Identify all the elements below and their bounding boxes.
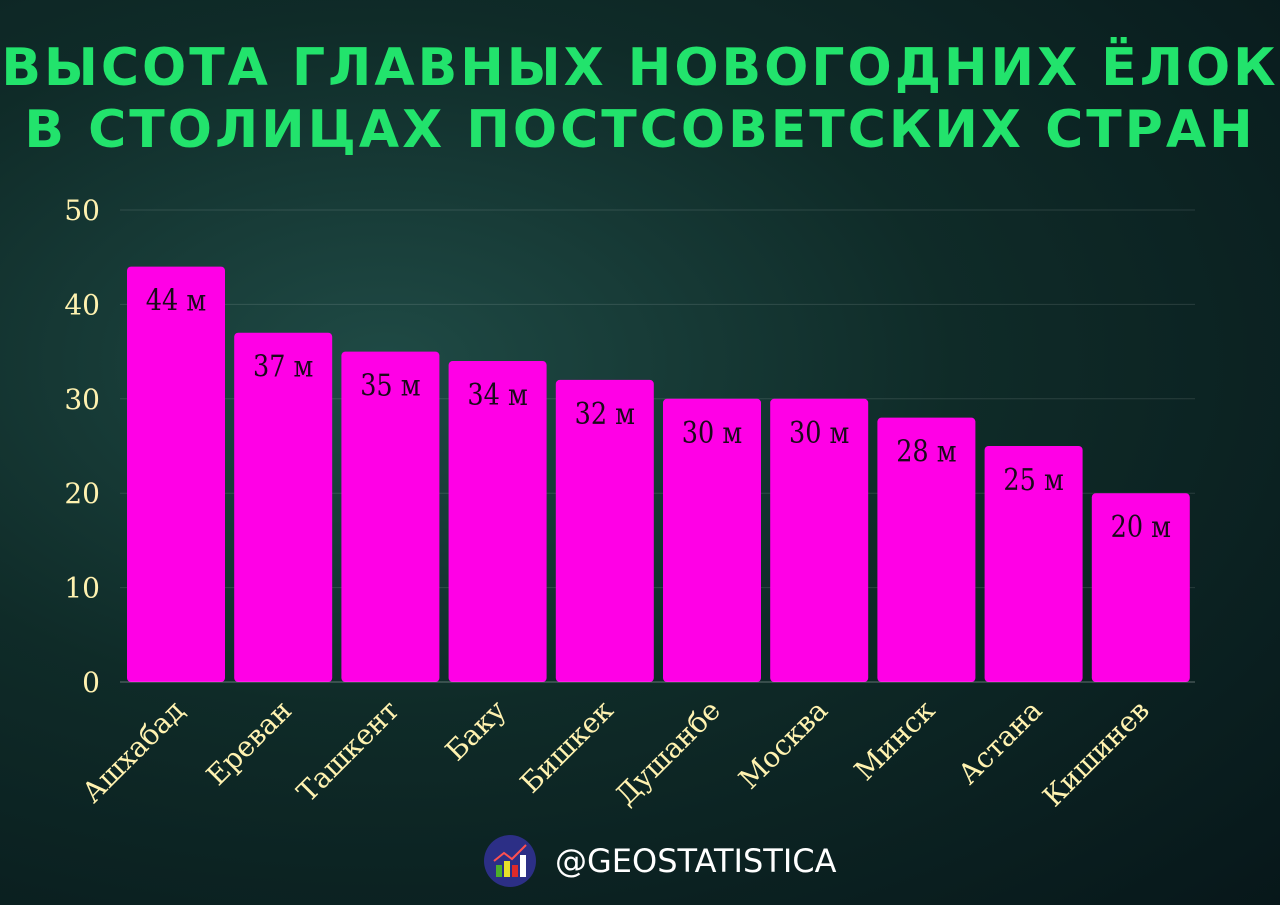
bar	[770, 398, 869, 682]
data-label: 34 м	[467, 377, 527, 413]
bar	[341, 351, 440, 682]
data-label: 37 м	[253, 349, 313, 385]
data-label: 35 м	[360, 368, 420, 404]
y-tick-label: 50	[64, 194, 100, 227]
data-label: 20 м	[1111, 509, 1171, 545]
chart-title-line-2: В СТОЛИЦАХ ПОСТСОВЕТСКИХ СТРАН	[24, 100, 1256, 160]
x-tick-label: Ереван	[200, 694, 298, 792]
x-tick-label: Бишкек	[514, 693, 620, 799]
y-tick-label: 0	[82, 666, 100, 699]
bar	[127, 266, 225, 682]
bar	[984, 446, 1083, 682]
data-label: 25 м	[1003, 462, 1063, 498]
bar	[663, 398, 761, 682]
bar	[234, 332, 333, 682]
y-tick-label: 20	[64, 477, 100, 510]
data-label: 32 м	[575, 396, 635, 432]
y-tick-label: 40	[64, 288, 100, 321]
x-tick-label: Ашхабад	[75, 694, 191, 810]
chart-title-line-1: ВЫСОТА ГЛАВНЫХ НОВОГОДНИХ ЁЛОК	[1, 38, 1279, 98]
x-tick-label: Минск	[848, 693, 942, 787]
bar	[448, 361, 547, 682]
bar	[1091, 493, 1190, 682]
x-tick-label: Кишинев	[1036, 694, 1156, 814]
geostatistica-logo-icon	[484, 835, 536, 887]
x-tick-label: Астана	[951, 694, 1048, 791]
data-label: 44 м	[146, 283, 206, 319]
x-tick-label: Душанбе	[609, 694, 727, 812]
author-handle: @GEOSTATISTICA	[555, 842, 837, 880]
data-label: 28 м	[896, 434, 956, 470]
y-tick-label: 30	[64, 383, 100, 416]
data-label: 30 м	[789, 415, 849, 451]
bar	[555, 379, 654, 682]
bar	[877, 417, 976, 682]
x-tick-label: Баку	[439, 693, 513, 767]
y-tick-label: 10	[64, 572, 100, 605]
data-label: 30 м	[682, 415, 742, 451]
x-tick-label: Москва	[732, 694, 834, 796]
x-tick-label: Ташкент	[290, 694, 405, 809]
